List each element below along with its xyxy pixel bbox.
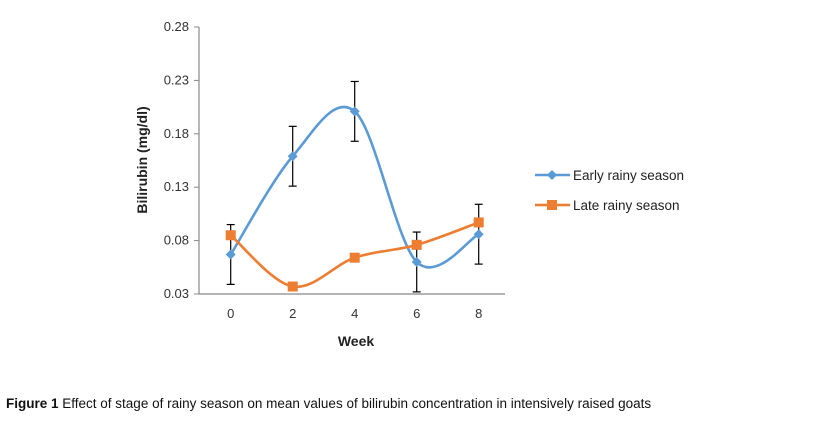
y-tick-label: 0.18 (164, 126, 189, 141)
x-tick-label: 6 (413, 306, 420, 321)
data-point-1 (411, 239, 422, 250)
x-tick-label: 2 (289, 306, 296, 321)
x-tick-label: 0 (227, 306, 234, 321)
caption-text: Effect of stage of rainy season on mean … (58, 396, 652, 411)
data-point-0 (225, 249, 236, 260)
legend-marker-1 (547, 200, 557, 210)
data-point-1 (473, 217, 484, 228)
data-point-0 (473, 229, 484, 240)
data-point-1 (225, 230, 236, 241)
caption-label: Figure 1 (6, 396, 59, 411)
y-tick-label: 0.03 (164, 286, 189, 301)
y-tick-label: 0.28 (164, 19, 189, 34)
legend-label-1: Late rainy season (573, 198, 680, 213)
y-tick-label: 0.23 (164, 72, 189, 87)
y-tick-label: 0.08 (164, 233, 189, 248)
data-point-1 (349, 252, 360, 263)
figure-caption: Figure 1 Effect of stage of rainy season… (6, 396, 651, 411)
data-point-0 (349, 106, 360, 117)
y-tick-label: 0.13 (164, 179, 189, 194)
x-tick-label: 4 (351, 306, 358, 321)
legend-label-0: Early rainy season (573, 168, 684, 183)
data-point-0 (411, 256, 422, 267)
legend-marker-0 (547, 170, 557, 180)
data-point-1 (287, 281, 298, 292)
y-axis-title: Bilirubin (mg/dl) (134, 106, 150, 213)
data-point-0 (287, 151, 298, 162)
x-axis-title: Week (338, 333, 375, 349)
x-tick-label: 8 (475, 306, 482, 321)
